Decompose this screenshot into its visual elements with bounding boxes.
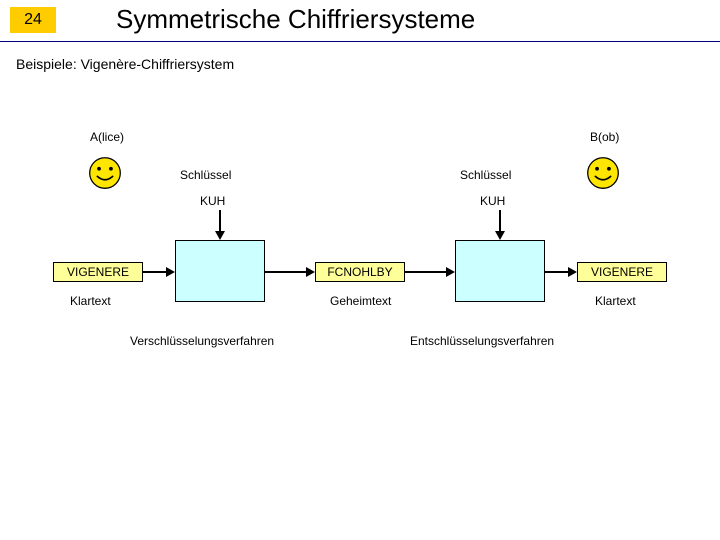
- header: 24 Symmetrische Chiffriersysteme: [0, 0, 720, 42]
- page-title: Symmetrische Chiffriersysteme: [116, 4, 475, 35]
- alice-label: A(lice): [90, 130, 124, 144]
- arrow-key-left: [219, 210, 221, 232]
- bob-label: B(ob): [590, 130, 619, 144]
- diagram-canvas: A(lice) B(ob) Schlüssel Schlüssel KUH KUH VIGE…: [0, 100, 720, 520]
- page-number: 24: [10, 7, 56, 33]
- arrow-enc-to-cipher-head: [306, 267, 315, 277]
- arrow-enc-to-cipher: [265, 271, 307, 273]
- plaintext-left-box: VIGENERE: [53, 262, 143, 282]
- arrow-key-right-head: [495, 231, 505, 240]
- arrow-plain-to-enc-head: [166, 267, 175, 277]
- subtitle: Beispiele: Vigenère-Chiffriersystem: [16, 56, 720, 72]
- plaintext-label-left: Klartext: [70, 294, 111, 308]
- ciphertext-box: FCNOHLBY: [315, 262, 405, 282]
- arrow-cipher-to-dec: [405, 271, 447, 273]
- key-value-left: KUH: [200, 194, 225, 208]
- arrow-plain-to-enc: [143, 271, 167, 273]
- encrypt-box: [175, 240, 265, 302]
- arrow-dec-to-plain-head: [568, 267, 577, 277]
- encrypt-label: Verschlüsselungsverfahren: [130, 334, 274, 348]
- key-label-right: Schlüssel: [460, 168, 511, 182]
- key-label-left: Schlüssel: [180, 168, 231, 182]
- decrypt-box: [455, 240, 545, 302]
- decrypt-label: Entschlüsselungsverfahren: [410, 334, 554, 348]
- arrow-cipher-to-dec-head: [446, 267, 455, 277]
- key-value-right: KUH: [480, 194, 505, 208]
- arrow-dec-to-plain: [545, 271, 569, 273]
- arrow-key-right: [499, 210, 501, 232]
- bob-smiley-icon: [586, 156, 620, 190]
- alice-smiley-icon: [88, 156, 122, 190]
- arrow-key-left-head: [215, 231, 225, 240]
- ciphertext-label: Geheimtext: [330, 294, 391, 308]
- plaintext-label-right: Klartext: [595, 294, 636, 308]
- plaintext-right-box: VIGENERE: [577, 262, 667, 282]
